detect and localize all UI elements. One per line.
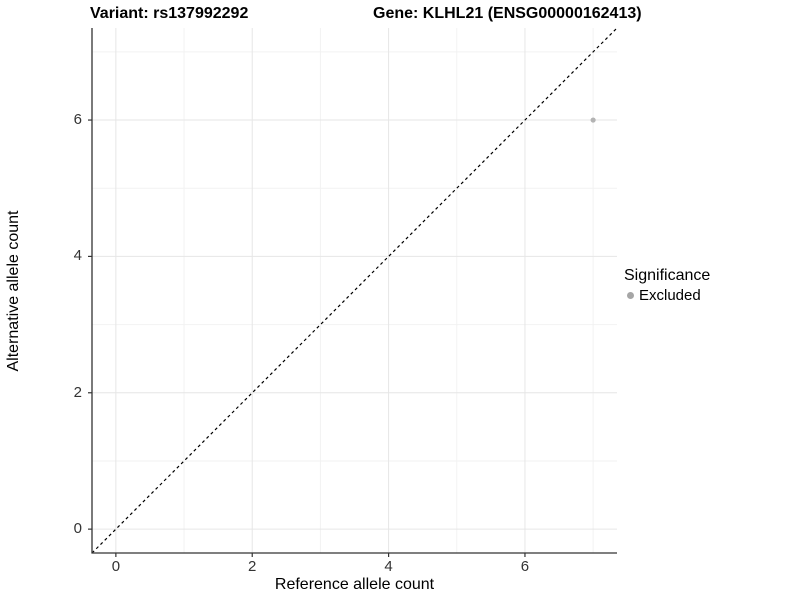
y-tick-label: 0 (73, 520, 82, 538)
variant-title: Variant: rs137992292 (90, 5, 249, 22)
legend-item-excluded: Excluded (624, 287, 710, 304)
legend-title: Significance (624, 267, 711, 284)
data-point (590, 117, 596, 123)
legend-point-icon (627, 292, 634, 299)
identity-reference-line (91, 27, 618, 554)
legend: Significance Excluded (624, 267, 710, 304)
y-tick-label: 6 (73, 111, 82, 129)
y-axis-label: Alternative allele count (5, 210, 22, 372)
legend-item-label: Excluded (639, 287, 701, 304)
y-tick-label: 4 (73, 247, 82, 265)
x-tick-label: 6 (520, 558, 530, 575)
x-tick-label: 4 (384, 558, 393, 575)
y-tick-label: 2 (73, 383, 82, 401)
x-axis-label: Reference allele count (274, 576, 435, 593)
x-tick-label: 2 (248, 558, 257, 575)
gene-title: Gene: KLHL21 (ENSG00000162413) (373, 5, 642, 22)
x-tick-label: 0 (111, 558, 121, 575)
